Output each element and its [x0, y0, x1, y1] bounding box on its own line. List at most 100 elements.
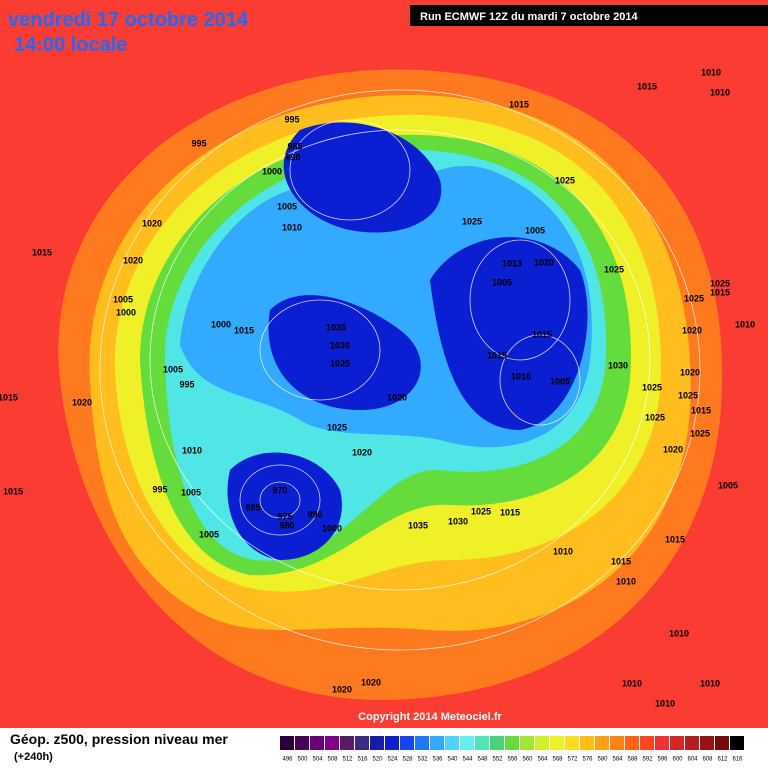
pressure-label: 1025 [471, 506, 491, 516]
pressure-label: 1030 [448, 516, 468, 526]
pressure-label: 1015 [32, 247, 52, 257]
legend-swatch [535, 736, 549, 750]
pressure-label: 1020 [387, 392, 407, 402]
pressure-label: 985 [287, 141, 302, 151]
legend-label: 524 [387, 757, 398, 763]
legend-label: 548 [477, 757, 488, 763]
pressure-label: 1015 [710, 287, 730, 297]
pressure-label: 1010 [735, 319, 755, 329]
pressure-label: 1013 [502, 258, 522, 268]
pressure-label: 1020 [682, 325, 702, 335]
legend-swatch [370, 736, 384, 750]
legend-swatch [730, 736, 744, 750]
legend-swatch [655, 736, 669, 750]
header: vendredi 17 octobre 2014 14:00 locale Ru… [8, 5, 768, 56]
legend-label: 572 [567, 757, 578, 763]
legend-swatch [490, 736, 504, 750]
legend-label: 532 [417, 757, 428, 763]
pressure-label: 970 [272, 485, 287, 495]
pressure-label: 1020 [72, 397, 92, 407]
isobars [99, 89, 701, 651]
pressure-label: 1015 [611, 556, 631, 566]
pressure-label: 1025 [710, 278, 730, 288]
pressure-label: 1010 [700, 678, 720, 688]
pressure-label: 985 [245, 502, 260, 512]
legend-swatch [610, 736, 624, 750]
pressure-label: 995 [179, 379, 194, 389]
legend-label: 560 [522, 757, 533, 763]
pressure-label: 1025 [678, 390, 698, 400]
pressure-label: 995 [191, 138, 206, 148]
pressure-label: 1025 [555, 175, 575, 185]
legend-swatch [640, 736, 654, 750]
pressure-label: 1015 [0, 392, 18, 402]
pressure-label: 1015 [487, 350, 507, 360]
legend-label: 608 [702, 757, 713, 763]
pressure-label: 1015 [691, 405, 711, 415]
pressure-label: 1005 [492, 277, 512, 287]
legend-label: 556 [507, 757, 518, 763]
pressure-label: 1010 [710, 87, 730, 97]
legend-swatch [445, 736, 459, 750]
legend-label: 576 [582, 757, 593, 763]
legend-swatch [310, 736, 324, 750]
pressure-label: 1015 [500, 507, 520, 517]
legend-swatch [280, 736, 294, 750]
run-text: Run ECMWF 12Z du mardi 7 octobre 2014 [420, 11, 638, 23]
legend: 496 500 504 508 512 516 520 524 528 532 536 540 544 5… [280, 736, 744, 763]
pressure-label: 1010 [553, 546, 573, 556]
pressure-label: 1025 [462, 216, 482, 226]
pressure-label: 1005 [199, 529, 219, 539]
legend-swatch [325, 736, 339, 750]
pressure-label: 1010 [182, 445, 202, 455]
legend-label: 580 [597, 757, 608, 763]
legend-label: 592 [642, 757, 653, 763]
legend-swatch [415, 736, 429, 750]
pressure-label: 1015 [665, 534, 685, 544]
pressure-label: 1020 [123, 255, 143, 265]
legend-label: 596 [657, 757, 668, 763]
legend-label: 520 [372, 757, 383, 763]
pressure-label: 1010 [616, 576, 636, 586]
legend-label: 584 [612, 757, 623, 763]
pressure-label: 1025 [604, 264, 624, 274]
legend-label: 588 [627, 757, 638, 763]
legend-label: 536 [432, 757, 443, 763]
legend-label: 500 [297, 757, 308, 763]
legend-label: 568 [552, 757, 563, 763]
pressure-label: 1010 [511, 371, 531, 381]
pressure-label: 1020 [332, 684, 352, 694]
pressure-label: 1015 [3, 486, 23, 496]
legend-swatch [505, 736, 519, 750]
pressure-label: 1025 [327, 422, 347, 432]
pressure-label: 1010 [669, 628, 689, 638]
legend-swatch [550, 736, 564, 750]
run-box [410, 5, 768, 26]
pressure-label: 1005 [718, 480, 738, 490]
pressure-label: 1000 [322, 523, 342, 533]
legend-swatch [400, 736, 414, 750]
pressure-label: 1005 [277, 201, 297, 211]
pressure-label: 1020 [142, 218, 162, 228]
pressure-labels: 9959959859901000100510101015101510101010… [0, 67, 755, 708]
pressure-label: 1020 [361, 677, 381, 687]
pressure-label: 1015 [532, 329, 552, 339]
pressure-label: 1035 [408, 520, 428, 530]
pressure-label: 1005 [181, 487, 201, 497]
pressure-label: 1005 [550, 376, 570, 386]
copyright: Copyright 2014 Meteociel.fr [358, 711, 502, 723]
pressure-label: 1005 [163, 364, 183, 374]
pressure-label: 1015 [637, 81, 657, 91]
legend-label: 564 [537, 757, 548, 763]
pressure-label: 1005 [525, 225, 545, 235]
footer-lead: (+240h) [14, 751, 53, 763]
legend-swatch [430, 736, 444, 750]
pressure-label: 1025 [645, 412, 665, 422]
pressure-label: 1025 [642, 382, 662, 392]
legend-label: 544 [462, 757, 473, 763]
pressure-label: 980 [279, 520, 294, 530]
legend-swatch [295, 736, 309, 750]
legend-swatch [340, 736, 354, 750]
pressure-label: 1000 [116, 307, 136, 317]
